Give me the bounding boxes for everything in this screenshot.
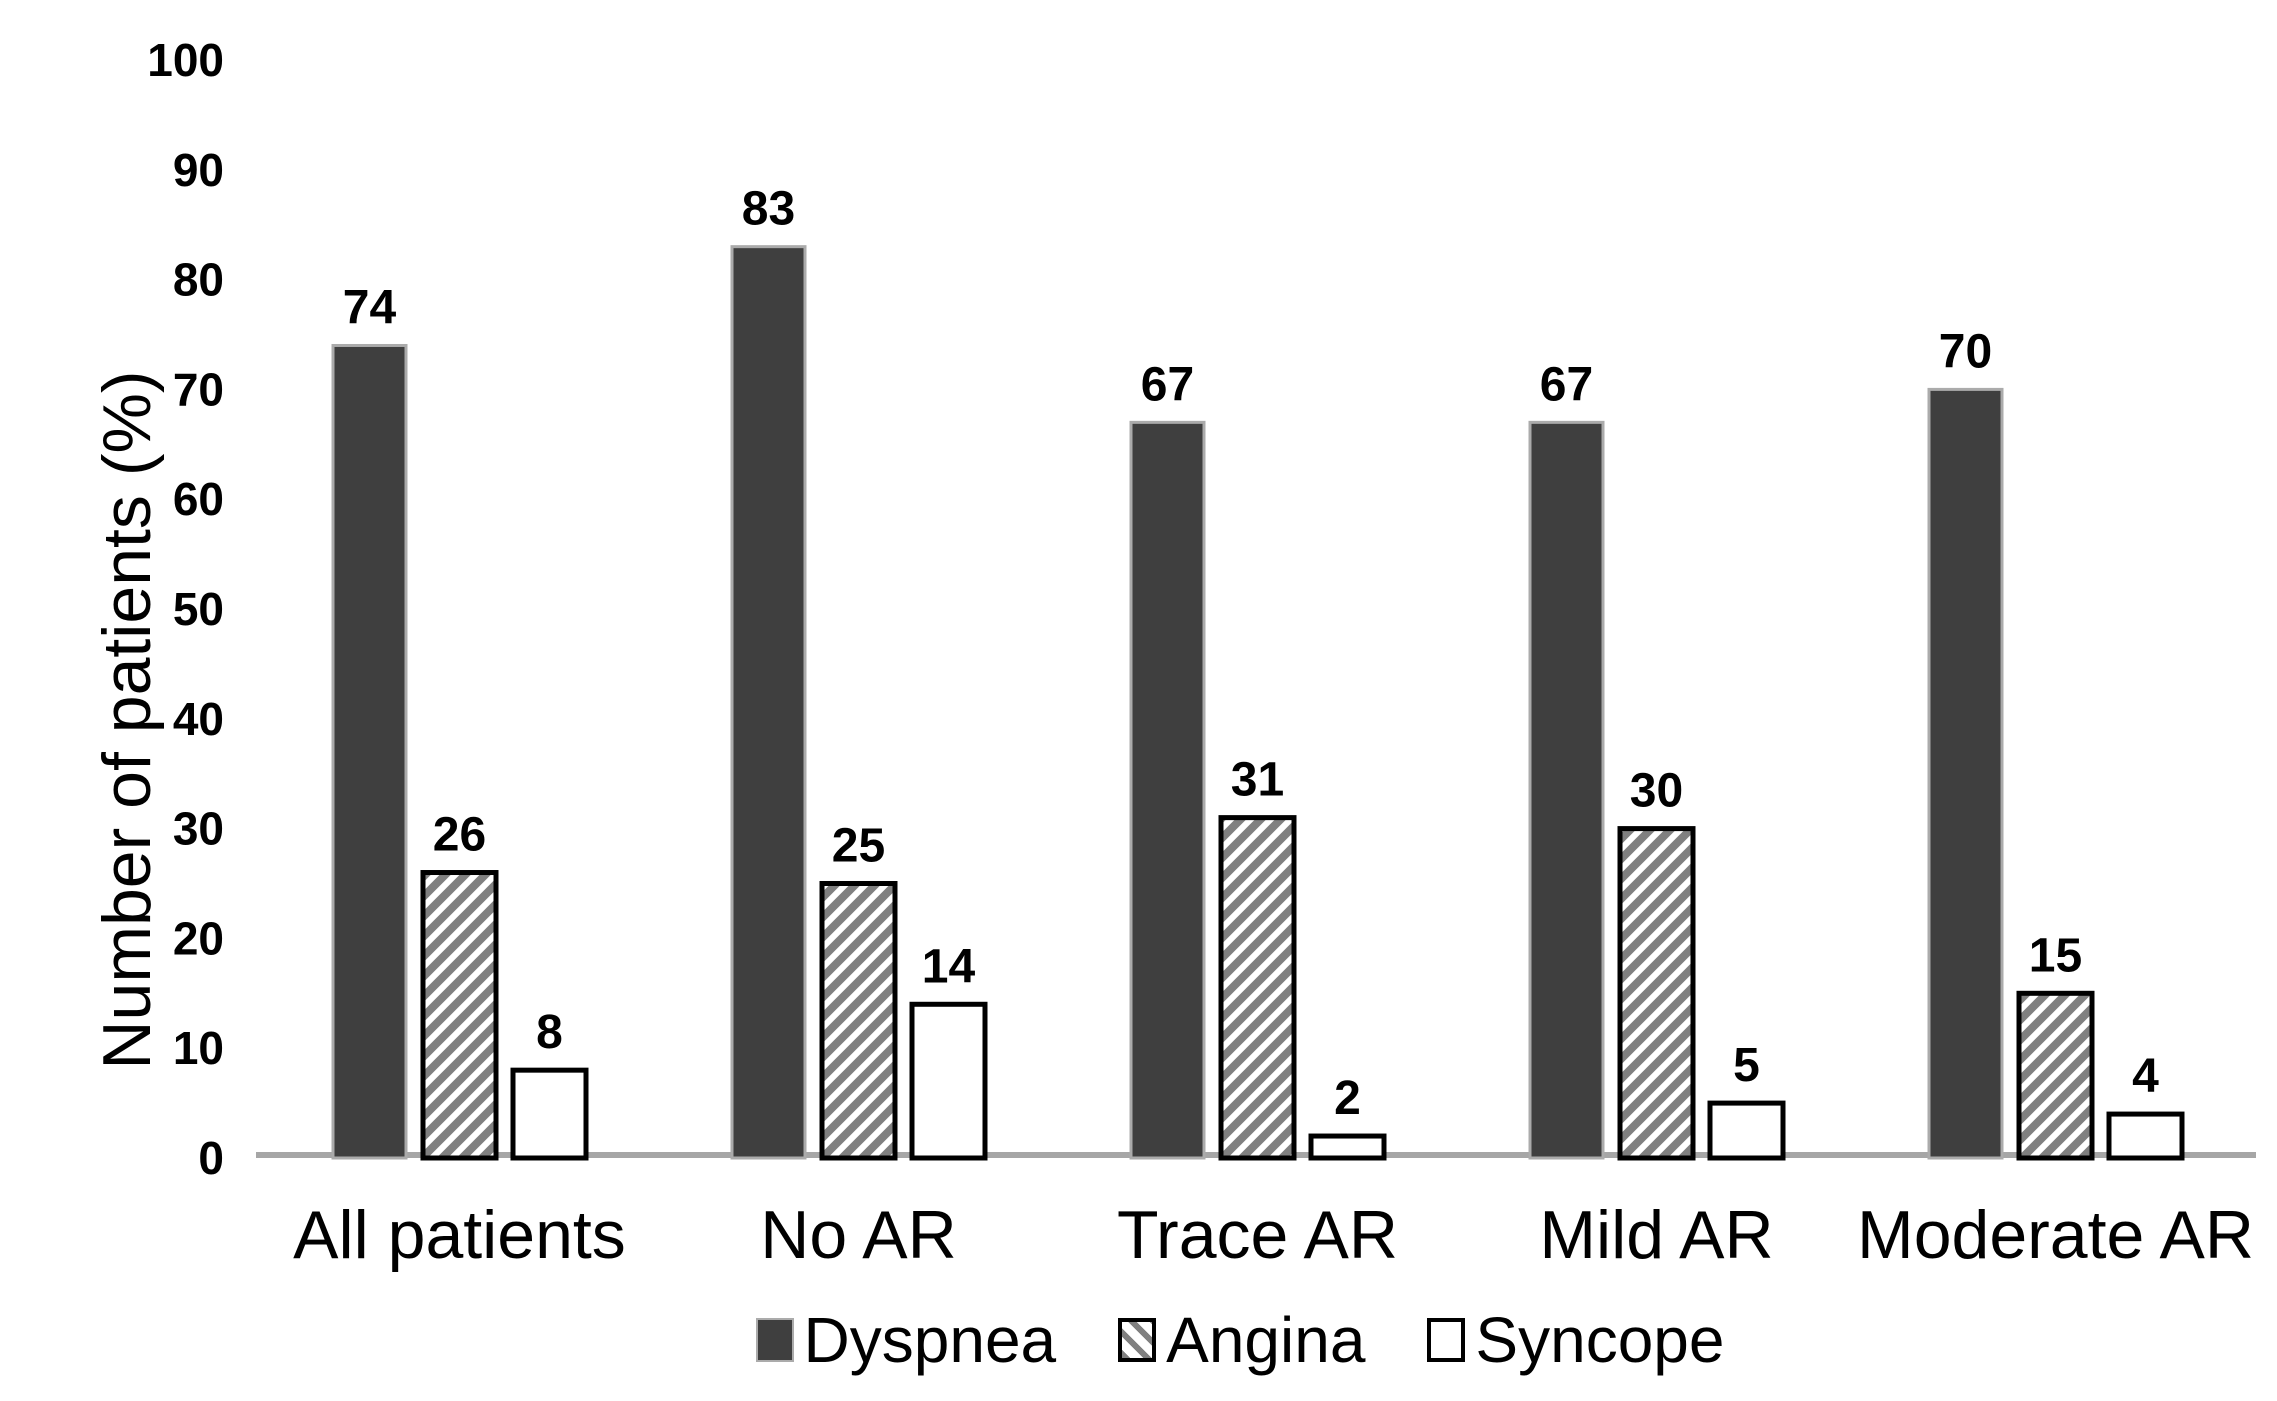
bar-syncope	[2106, 1111, 2185, 1161]
y-tick-label: 100	[147, 34, 224, 86]
bar-syncope	[1308, 1133, 1387, 1161]
bar-dyspnea	[1129, 420, 1206, 1160]
bar-value-label: 2	[1334, 1072, 1361, 1125]
bar-value-label: 30	[1630, 765, 1683, 818]
bar-value-label: 26	[433, 809, 486, 862]
bar-value-label: 70	[1939, 325, 1992, 378]
x-axis-category-labels: All patients No AR Trace AR Mild AR Moderate…	[293, 1197, 2254, 1273]
bar-angina	[2016, 990, 2095, 1161]
y-tick-label: 40	[173, 693, 224, 745]
bar-value-label: 8	[536, 1006, 563, 1059]
bar-series	[331, 245, 2185, 1161]
bar-syncope	[1707, 1100, 1786, 1161]
y-tick-label: 80	[173, 254, 224, 306]
legend-label: Dyspnea	[803, 1304, 1057, 1376]
legend-swatch-dyspnea	[755, 1318, 794, 1362]
legend-item-syncope: Syncope	[1427, 1303, 1724, 1377]
category-label: No AR	[760, 1197, 957, 1273]
bar-value-label: 15	[2029, 929, 2082, 982]
bar-value-label: 67	[1141, 358, 1194, 411]
bar-value-label: 31	[1231, 754, 1284, 807]
bar-syncope	[510, 1067, 589, 1161]
bar-value-labels: 74 26 8 83 25 14 67 31 2 67 30 5 70 15 4	[343, 183, 2159, 1125]
chart-legend: Dyspnea Angina Syncope	[240, 1300, 2240, 1380]
y-tick-label: 30	[173, 803, 224, 855]
legend-item-dyspnea: Dyspnea	[755, 1303, 1057, 1377]
bar-value-label: 83	[742, 183, 795, 236]
bar-dyspnea	[730, 245, 807, 1160]
bar-value-label: 67	[1540, 358, 1593, 411]
bar-value-label: 14	[922, 940, 976, 993]
bar-value-label: 5	[1733, 1039, 1760, 1092]
bar-dyspnea	[1927, 387, 2004, 1160]
bar-angina	[1218, 815, 1297, 1161]
category-label: Moderate AR	[1857, 1197, 2254, 1273]
bar-angina	[420, 870, 499, 1161]
y-tick-label: 10	[173, 1022, 224, 1074]
y-tick-label: 90	[173, 144, 224, 196]
legend-swatch-angina	[1118, 1318, 1157, 1362]
category-label: Trace AR	[1117, 1197, 1398, 1273]
category-label: All patients	[293, 1197, 626, 1273]
legend-label: Syncope	[1475, 1304, 1725, 1376]
bar-angina	[1617, 826, 1696, 1161]
legend-swatch-syncope	[1427, 1318, 1466, 1362]
bar-syncope	[909, 1001, 988, 1161]
bar-angina	[819, 881, 898, 1161]
bar-dyspnea	[331, 343, 408, 1160]
y-tick-label: 20	[173, 912, 224, 964]
bar-value-label: 74	[343, 281, 397, 334]
y-axis-tick-labels: 0 10 20 30 40 50 60 70 80 90 100	[147, 34, 224, 1184]
category-label: Mild AR	[1539, 1197, 1773, 1273]
bar-dyspnea	[1528, 420, 1605, 1160]
y-tick-label: 60	[173, 473, 224, 525]
legend-item-angina: Angina	[1118, 1303, 1365, 1377]
y-axis-title: Number of patients (%)	[89, 370, 165, 1069]
y-tick-label: 50	[173, 583, 224, 635]
legend-label: Angina	[1166, 1304, 1366, 1376]
bar-value-label: 4	[2132, 1050, 2159, 1103]
y-tick-label: 70	[173, 363, 224, 415]
bar-value-label: 25	[832, 820, 885, 873]
y-tick-label: 0	[198, 1132, 224, 1184]
